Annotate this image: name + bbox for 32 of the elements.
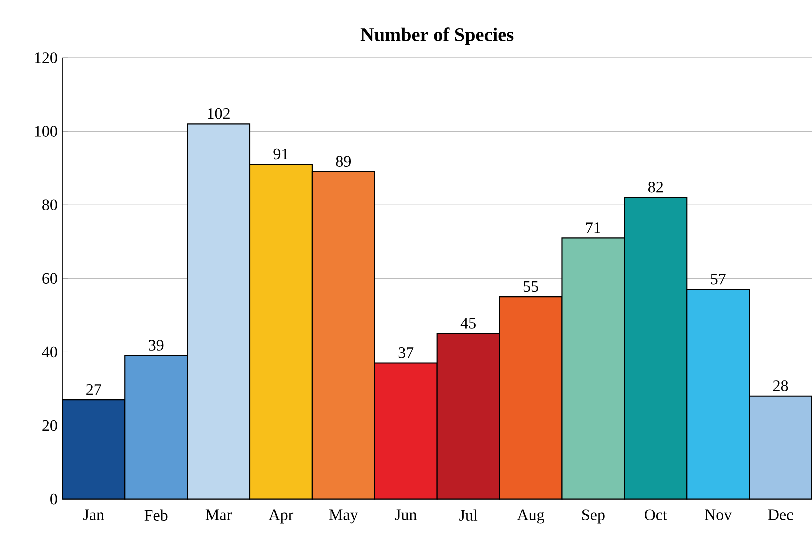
data-label: 82 <box>648 182 664 193</box>
chart-title: Number of Species <box>360 28 514 46</box>
x-tick-label: Oct <box>644 510 668 520</box>
x-tick-label: May <box>329 510 358 524</box>
x-tick-label: Apr <box>268 510 294 524</box>
y-tick-label: 80 <box>42 200 58 210</box>
data-label: 55 <box>524 281 538 292</box>
data-label: 102 <box>208 108 230 120</box>
data-label: 91 <box>274 148 288 160</box>
y-tick-label: 0 <box>50 494 58 505</box>
x-tick-label: Jul <box>460 510 478 521</box>
data-label: 71 <box>586 222 600 234</box>
x-tick-label: Mar <box>206 510 232 520</box>
x-tick-label: Sep <box>582 510 605 524</box>
data-label: 39 <box>149 340 164 351</box>
y-tick-label: 40 <box>42 346 58 358</box>
y-tick-label: 120 <box>35 52 58 64</box>
x-tick-label: Aug <box>517 510 544 524</box>
data-label: 28 <box>774 380 788 392</box>
data-label: 27 <box>86 384 102 396</box>
y-tick-label: 20 <box>42 420 58 432</box>
x-tick-label: Nov <box>705 510 732 520</box>
data-label: 37 <box>398 348 414 358</box>
y-tick-label: 60 <box>42 273 58 284</box>
data-label: 45 <box>460 318 476 329</box>
x-tick-label: Feb <box>144 510 168 521</box>
data-label: 89 <box>336 156 352 168</box>
x-tick-label: Jun <box>395 510 417 520</box>
y-tick-label: 100 <box>35 126 58 137</box>
data-label: 57 <box>711 274 726 285</box>
x-tick-label: Jan <box>84 510 104 520</box>
x-tick-label: Dec <box>768 510 794 520</box>
